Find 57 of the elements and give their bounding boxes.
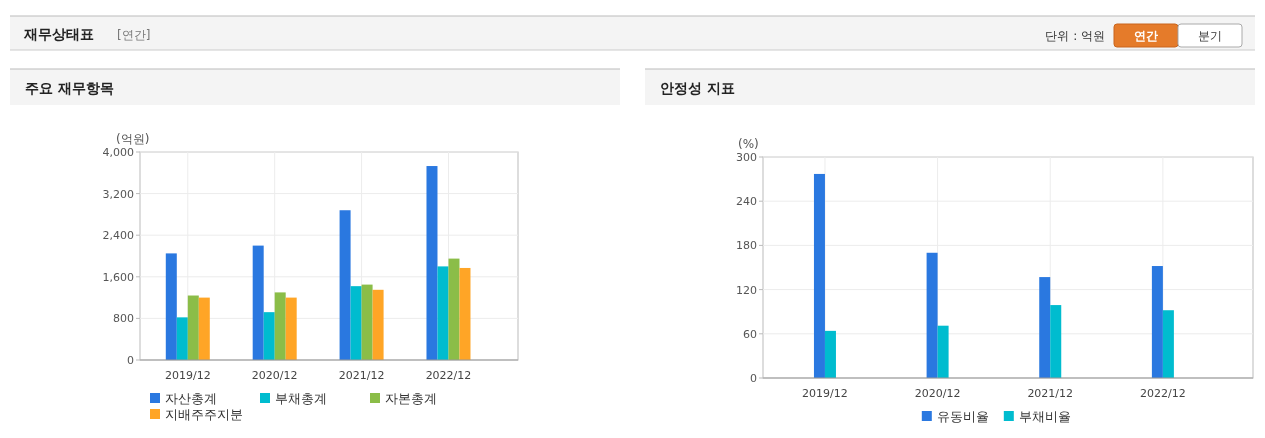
bar — [1039, 277, 1051, 378]
bar — [1050, 305, 1062, 378]
legend-label: 유동비율 — [936, 409, 989, 424]
bar — [361, 284, 373, 360]
x-tick-label: 2020/12 — [914, 387, 961, 400]
y-tick-label: 0 — [750, 372, 757, 385]
bar — [824, 330, 836, 378]
x-tick-label: 2021/12 — [338, 369, 385, 382]
header: 재무상태표 [연간] 단위 : 억원 — [24, 26, 1105, 43]
legend-label: 자산총계 — [165, 391, 217, 406]
bar — [263, 312, 275, 360]
y-tick-label: 4,000 — [102, 146, 134, 159]
y-axis-title: (%) — [738, 137, 759, 151]
bar — [1162, 310, 1174, 378]
x-tick-label: 2019/12 — [802, 387, 848, 400]
bar — [176, 317, 188, 360]
x-tick-label: 2020/12 — [251, 369, 298, 382]
bar — [448, 258, 460, 360]
y-tick-label: 180 — [736, 239, 757, 253]
x-tick-label: 2022/12 — [425, 369, 472, 382]
legend-label: 지배주주지분 — [165, 407, 243, 422]
y-tick-label: 2,400 — [102, 229, 134, 243]
y-tick-label: 0 — [127, 354, 134, 367]
bar — [459, 267, 471, 360]
bar — [926, 252, 938, 378]
bar — [285, 297, 297, 360]
bar — [252, 245, 264, 360]
legend-label: 부채비율 — [1018, 409, 1071, 424]
bar — [198, 297, 210, 360]
chart-title: 주요 재무항목 — [25, 80, 114, 96]
y-tick-label: 1,600 — [102, 270, 134, 284]
legend-label: 자본총계 — [385, 391, 437, 406]
bar — [437, 266, 449, 360]
y-tick-label: 800 — [113, 312, 134, 326]
legend-label: 부채총계 — [275, 391, 327, 406]
bar — [372, 289, 384, 360]
bar — [813, 173, 825, 378]
x-tick-label: 2019/12 — [164, 369, 211, 382]
y-tick-label: 300 — [736, 151, 757, 164]
bar — [350, 286, 362, 360]
bar — [274, 292, 286, 360]
y-tick-label: 60 — [743, 327, 757, 341]
x-tick-label: 2022/12 — [1140, 387, 1186, 400]
y-tick-label: 240 — [736, 195, 757, 209]
bar — [339, 210, 351, 360]
button-active: 연간 — [1113, 23, 1179, 48]
y-axis-title: (억원) — [116, 132, 150, 146]
button: 분기 — [1177, 23, 1243, 48]
bar — [426, 166, 438, 360]
chart-title: 안정성 지표 — [660, 80, 735, 96]
y-tick-label: 120 — [736, 283, 757, 297]
bar — [937, 325, 949, 378]
x-tick-label: 2021/12 — [1027, 387, 1074, 400]
bar — [187, 295, 199, 360]
bar — [1151, 266, 1163, 378]
bar — [165, 253, 177, 360]
y-tick-label: 3,200 — [102, 187, 134, 201]
